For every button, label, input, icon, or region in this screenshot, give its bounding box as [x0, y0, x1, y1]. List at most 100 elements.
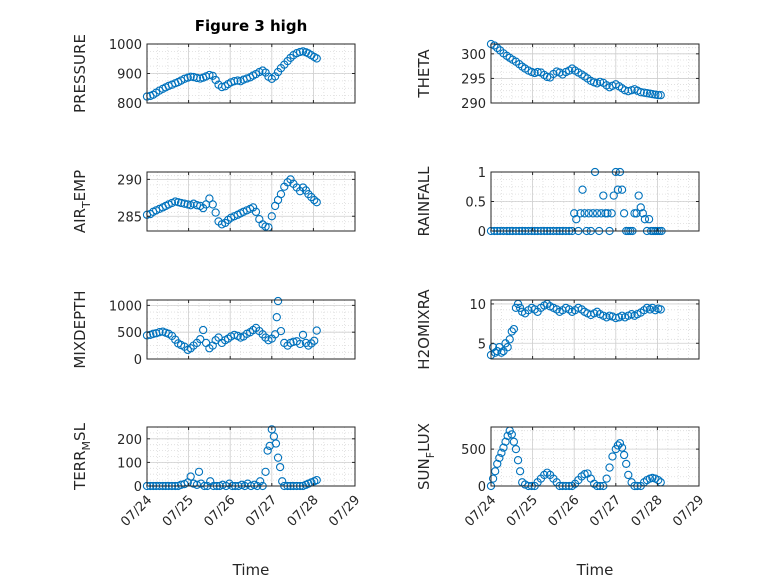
- data-point: [208, 71, 217, 81]
- data-point: [638, 209, 647, 218]
- data-point: [515, 60, 524, 69]
- xtick-label: 07/28: [629, 493, 666, 530]
- data-point: [640, 215, 650, 224]
- data-point: [644, 215, 654, 224]
- data-point: [180, 199, 189, 208]
- data-point: [205, 70, 214, 80]
- data-point: [273, 296, 283, 306]
- ytick-label: 290: [461, 97, 486, 112]
- data-point: [642, 89, 652, 98]
- ytick-label: 0: [134, 480, 142, 495]
- axes-pressure: 800 900 1000 PRESSURE: [71, 34, 356, 113]
- axes-mixdepth: 0 500 1000 MIXDEPTH: [71, 290, 356, 369]
- data-point: [592, 209, 602, 218]
- data-point: [507, 430, 516, 439]
- data-point: [491, 467, 500, 476]
- data-point: [617, 185, 627, 194]
- data-point: [186, 344, 195, 353]
- data-point: [588, 209, 598, 218]
- data-point: [493, 346, 502, 356]
- xlabel-right: Time: [576, 561, 614, 579]
- ytick-label: 200: [117, 433, 142, 448]
- data-point: [271, 439, 281, 448]
- data-point: [255, 215, 264, 224]
- ytick-label: 0.5: [465, 196, 486, 211]
- ytick-label: 1: [478, 166, 486, 181]
- ytick-label: 500: [117, 326, 142, 341]
- data-point: [654, 90, 663, 100]
- data-point: [270, 72, 280, 81]
- data-point: [192, 73, 202, 83]
- ylabel-h2omixra: H2OMIXRA: [415, 289, 433, 370]
- data-point: [273, 453, 283, 462]
- data-point: [283, 178, 292, 187]
- data-point: [501, 437, 510, 446]
- data-point: [275, 462, 285, 472]
- data-point: [636, 203, 645, 212]
- axes-rainfall: 0 0.5 1 RAINFALL: [415, 166, 700, 240]
- data-point: [491, 348, 500, 357]
- axes-h2omixra: 5 10 H2OMIXRA: [415, 289, 700, 370]
- xtick-label: 07/28: [285, 493, 322, 530]
- data-point: [632, 209, 641, 218]
- data-point: [570, 209, 579, 218]
- data-point: [624, 470, 633, 480]
- axes-sun_flux: 0 500 07/24 07/25 07/26 07/27 07/28 07/29 SUNFLU…: [415, 423, 707, 530]
- data-point: [256, 477, 265, 486]
- ytick-label: 900: [117, 68, 142, 83]
- data-point: [505, 335, 514, 344]
- data-point: [304, 189, 313, 199]
- ytick-label: 1000: [109, 299, 142, 314]
- xtick-label: 07/26: [545, 493, 582, 530]
- ylabel-theta: THETA: [415, 49, 433, 99]
- data-point: [186, 472, 195, 481]
- xtick-label: 07/26: [201, 493, 238, 530]
- data-point: [278, 477, 287, 486]
- data-point: [515, 303, 525, 313]
- data-point: [511, 444, 521, 454]
- data-point: [272, 313, 281, 322]
- data-point: [602, 474, 611, 483]
- data-point: [499, 443, 508, 452]
- axes-box: [146, 426, 356, 487]
- data-point: [572, 215, 581, 224]
- data-point: [493, 459, 502, 469]
- data-point: [613, 185, 623, 194]
- xtick-label: 07/29: [326, 493, 363, 530]
- data-point: [233, 76, 242, 85]
- data-point: [605, 463, 614, 472]
- data-point: [630, 209, 639, 218]
- axes-box: [490, 426, 700, 487]
- data-point: [615, 439, 625, 448]
- xtick-label: 07/25: [504, 493, 541, 530]
- data-point: [509, 437, 519, 446]
- data-point: [603, 209, 612, 218]
- data-point: [310, 195, 319, 205]
- data-point: [645, 305, 655, 314]
- ylabel-mixdepth: MIXDEPTH: [71, 290, 89, 368]
- data-point: [211, 75, 220, 85]
- data-point: [155, 328, 164, 337]
- ylabel-terr_msl: TERRMSL: [71, 422, 93, 491]
- data-point: [497, 448, 506, 457]
- data-point: [307, 192, 316, 202]
- ytick-label: 0: [478, 225, 486, 240]
- data-point: [597, 209, 606, 218]
- data-point: [656, 305, 665, 314]
- data-point: [617, 443, 627, 452]
- data-point: [488, 474, 498, 483]
- data-point: [497, 348, 506, 357]
- data-point: [607, 209, 616, 218]
- data-point: [578, 185, 587, 194]
- data-point: [513, 456, 523, 465]
- ylabel-pressure: PRESSURE: [71, 34, 89, 113]
- data-point: [230, 77, 239, 86]
- data-point: [307, 339, 316, 348]
- data-point: [261, 333, 270, 342]
- ytick-label: 1000: [109, 38, 142, 53]
- data-point: [199, 325, 208, 335]
- data-point: [267, 212, 276, 221]
- figure-title: Figure 3 high: [195, 17, 308, 35]
- data-point: [298, 183, 308, 192]
